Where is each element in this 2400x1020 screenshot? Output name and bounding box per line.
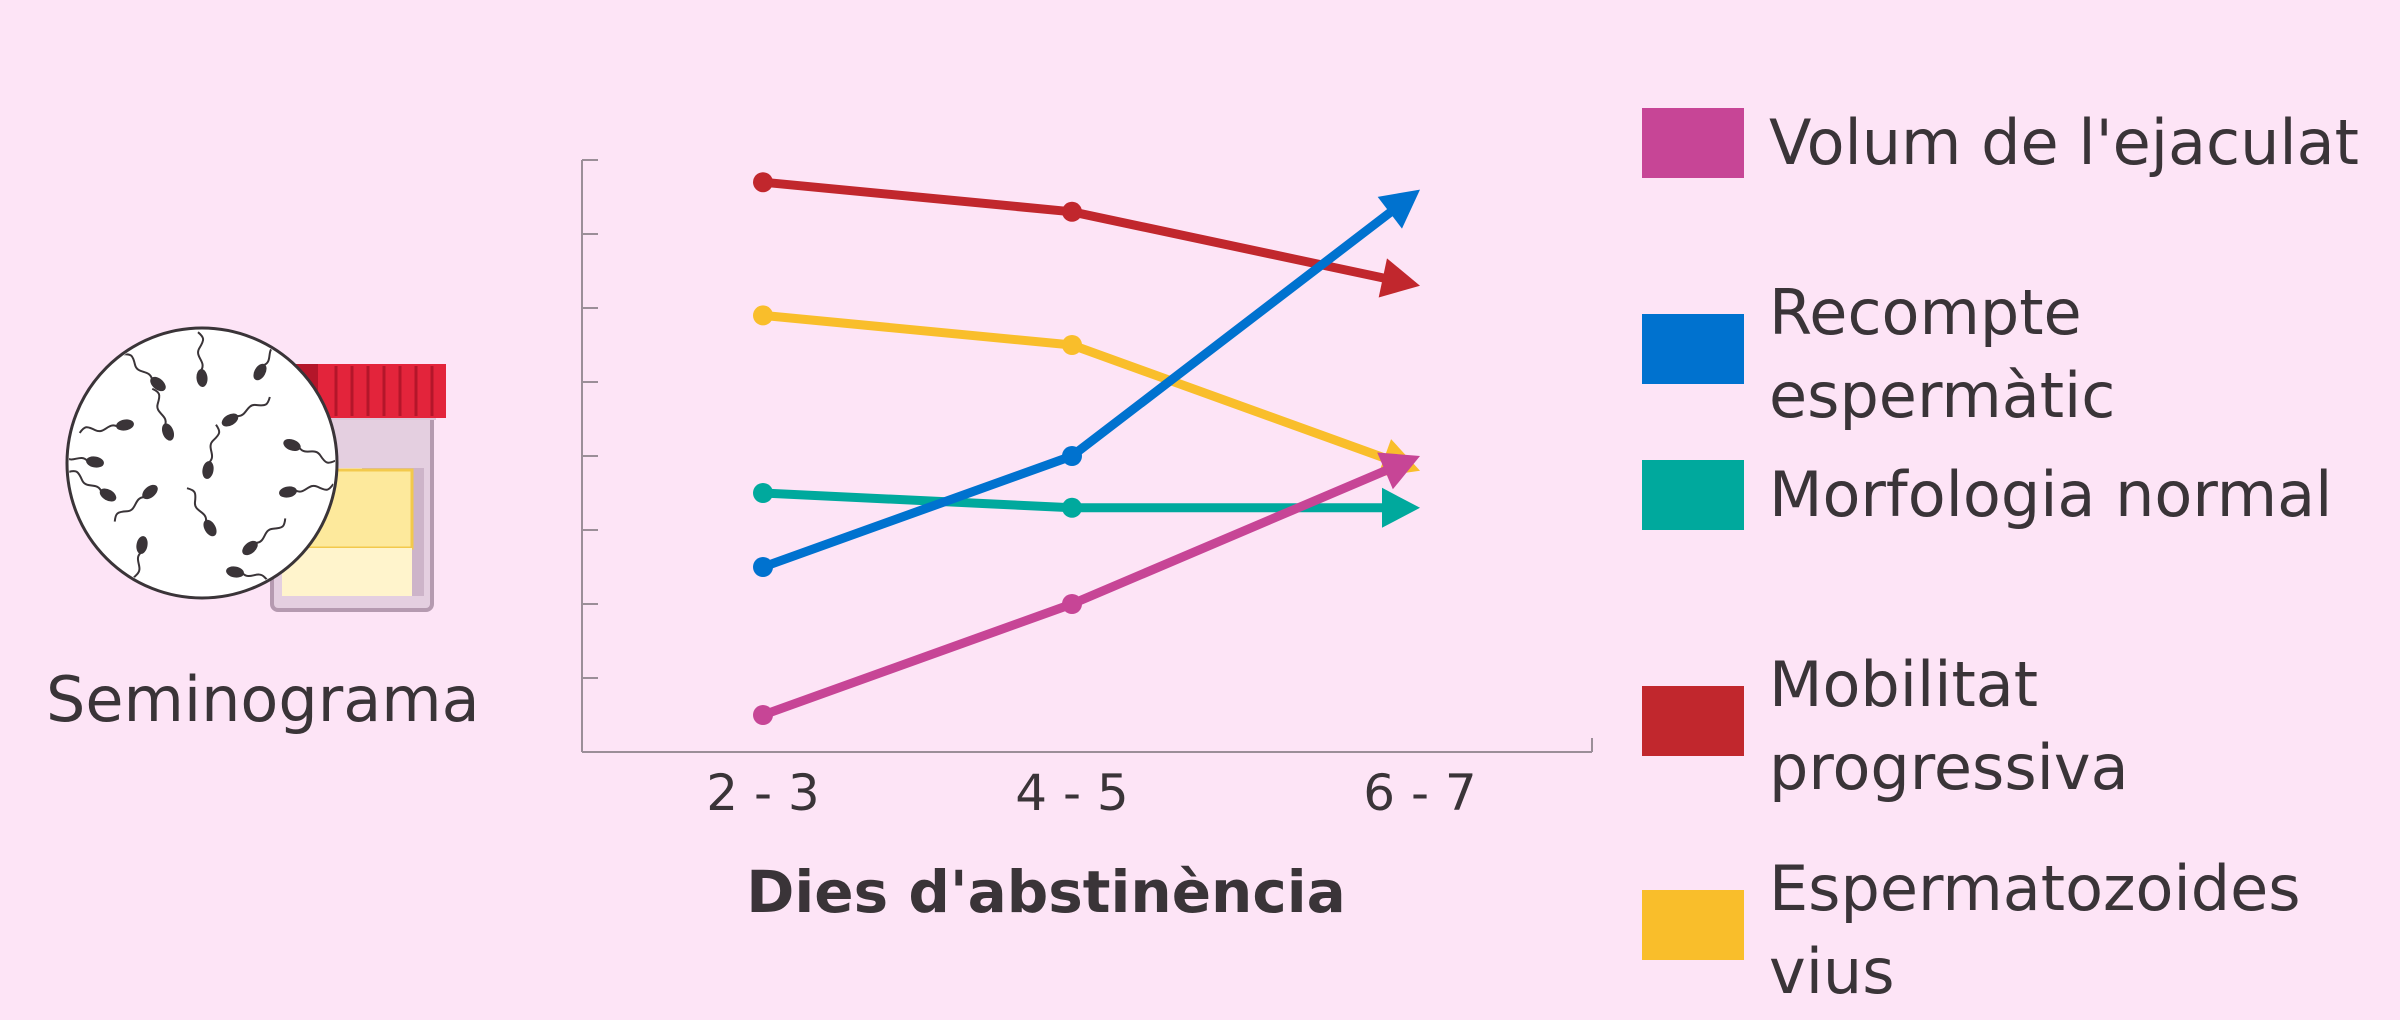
sperm-cell [122, 353, 166, 392]
series-0 [753, 452, 1420, 725]
trend-arrowhead [1377, 189, 1420, 229]
x-tick-label: 4 - 5 [1015, 764, 1128, 822]
x-axis-label: Dies d'abstinència [746, 858, 1345, 926]
data-point [753, 557, 773, 577]
legend-item: Recompte espermàtic [1642, 276, 2115, 432]
sperm-cell [279, 483, 335, 498]
line-chart: 2 - 3 4 - 5 6 - 7 Dies d'abstinència [581, 159, 1593, 926]
sperm-cell [69, 449, 104, 468]
data-point [1062, 335, 1082, 355]
series-1 [753, 189, 1420, 577]
series-2 [753, 483, 1420, 528]
series-line [758, 177, 1388, 283]
chart-axes [581, 159, 1593, 753]
legend-item: Espermatozoides vius [1642, 852, 2301, 1008]
legend-label: Volum de l'ejaculat [1769, 106, 2359, 179]
legend-label: Recompte [1769, 276, 2082, 349]
sperm-cell [186, 487, 217, 537]
data-point [1062, 497, 1082, 518]
legend-swatch [1642, 460, 1744, 530]
sperm-cell [202, 424, 221, 479]
legend-swatch [1642, 314, 1744, 384]
data-point [753, 483, 773, 503]
legend-item: Mobilitat progressiva [1642, 648, 2129, 804]
seminogram-illustration: Seminograma [46, 326, 480, 736]
sperm-cell [242, 518, 287, 556]
legend-label: progressiva [1769, 731, 2129, 804]
sperm-cell [283, 438, 335, 464]
data-point [753, 172, 773, 193]
illustration-label: Seminograma [46, 663, 480, 736]
microscope-view-icon [65, 326, 339, 600]
legend-label: Mobilitat [1769, 648, 2038, 721]
x-tick-label: 6 - 7 [1363, 764, 1476, 822]
sperm-cell [78, 419, 134, 434]
legend-swatch [1642, 686, 1744, 756]
legend-swatch [1642, 108, 1744, 178]
chart-legend: Volum de l'ejaculat Recompte espermàtic Mor… [1642, 106, 2359, 1008]
sperm-cell [221, 396, 271, 427]
trend-arrowhead [1378, 258, 1420, 298]
data-point [753, 305, 773, 326]
x-tick-label: 2 - 3 [706, 764, 819, 822]
legend-label: espermàtic [1769, 359, 2115, 432]
series-4 [753, 305, 1420, 477]
chart-series [753, 172, 1420, 725]
data-point [1062, 594, 1082, 614]
legend-item: Volum de l'ejaculat [1642, 106, 2359, 179]
legend-label: vius [1769, 935, 1895, 1008]
sperm-cell [113, 484, 158, 522]
legend-item: Morfologia normal [1642, 458, 2332, 531]
legend-swatch [1642, 890, 1744, 960]
sperm-cell [69, 470, 117, 502]
legend-label: Morfologia normal [1769, 458, 2332, 531]
legend-label: Espermatozoides [1769, 852, 2301, 925]
data-point [753, 705, 773, 725]
sperm-cell [196, 331, 208, 387]
data-point [1062, 446, 1082, 466]
x-tick-labels: 2 - 3 4 - 5 6 - 7 [706, 764, 1476, 822]
sperm-cell [151, 387, 175, 441]
series-3 [753, 172, 1420, 298]
data-point [1062, 201, 1082, 222]
trend-arrowhead [1377, 452, 1420, 490]
trend-arrowhead [1382, 487, 1420, 528]
